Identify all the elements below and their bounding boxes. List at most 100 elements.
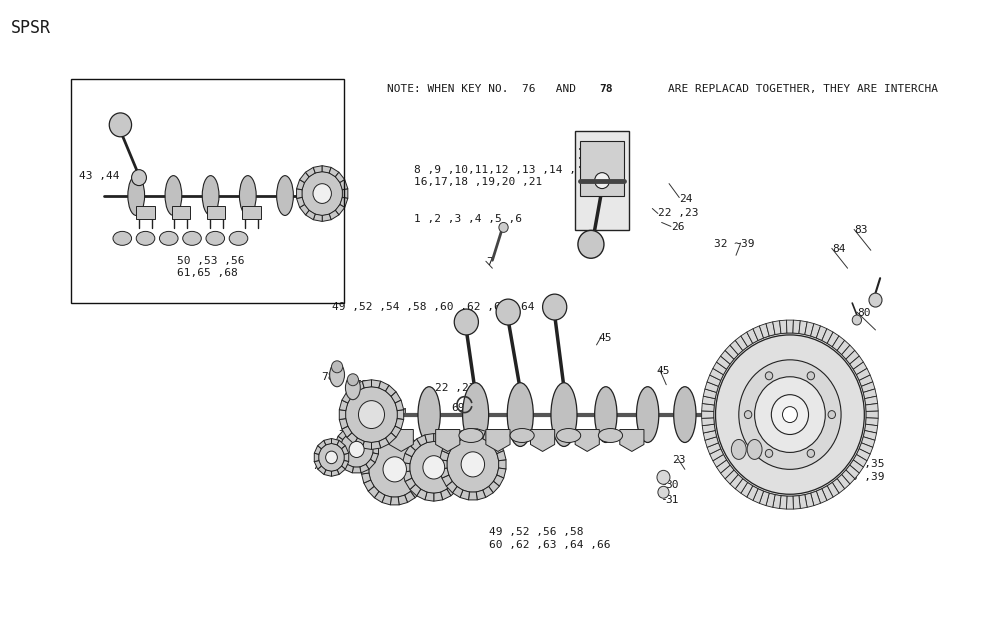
Polygon shape <box>741 483 753 497</box>
Polygon shape <box>313 214 322 221</box>
Circle shape <box>869 293 882 307</box>
Ellipse shape <box>459 429 483 442</box>
Polygon shape <box>703 396 716 405</box>
Polygon shape <box>318 466 326 474</box>
Polygon shape <box>390 434 399 442</box>
Polygon shape <box>747 329 758 344</box>
Circle shape <box>595 172 609 188</box>
Text: 8 ,9 ,10,11,12 ,13 ,14 ,15 ,: 8 ,9 ,10,11,12 ,13 ,14 ,15 , <box>414 165 604 175</box>
Polygon shape <box>841 470 855 484</box>
Polygon shape <box>776 424 787 442</box>
Polygon shape <box>420 465 428 474</box>
Polygon shape <box>817 488 826 503</box>
Polygon shape <box>861 382 875 392</box>
Bar <box>71 79 344 303</box>
Polygon shape <box>866 403 878 412</box>
Polygon shape <box>702 411 714 419</box>
Circle shape <box>318 444 345 471</box>
Text: 32 ,33 ,34 ,35: 32 ,33 ,34 ,35 <box>790 460 884 469</box>
Polygon shape <box>799 320 808 335</box>
Ellipse shape <box>113 231 132 246</box>
Polygon shape <box>354 381 364 391</box>
Polygon shape <box>805 493 814 508</box>
Polygon shape <box>713 362 726 375</box>
Ellipse shape <box>309 176 326 215</box>
Polygon shape <box>314 453 319 462</box>
Circle shape <box>369 442 421 497</box>
Circle shape <box>109 113 132 137</box>
Polygon shape <box>402 471 412 481</box>
Polygon shape <box>753 326 763 340</box>
Polygon shape <box>419 473 428 483</box>
Polygon shape <box>442 475 452 486</box>
Polygon shape <box>299 172 309 183</box>
Polygon shape <box>846 351 859 364</box>
Polygon shape <box>371 436 379 446</box>
Polygon shape <box>344 426 354 435</box>
Polygon shape <box>822 329 833 344</box>
Ellipse shape <box>276 176 293 215</box>
Ellipse shape <box>165 176 181 215</box>
Polygon shape <box>296 197 304 208</box>
Polygon shape <box>477 490 486 500</box>
Polygon shape <box>329 167 339 177</box>
Polygon shape <box>372 442 381 449</box>
Text: 78: 78 <box>600 84 612 94</box>
Polygon shape <box>299 204 309 215</box>
Polygon shape <box>460 429 470 438</box>
Polygon shape <box>373 445 379 454</box>
Polygon shape <box>375 492 385 503</box>
Polygon shape <box>799 495 808 508</box>
Polygon shape <box>363 442 372 449</box>
Circle shape <box>349 442 364 458</box>
Circle shape <box>658 487 669 498</box>
Text: 45: 45 <box>599 333 611 343</box>
Polygon shape <box>489 436 499 447</box>
Polygon shape <box>866 411 878 419</box>
Polygon shape <box>338 460 347 469</box>
Polygon shape <box>730 474 742 489</box>
Polygon shape <box>483 431 494 442</box>
Ellipse shape <box>510 429 534 442</box>
Circle shape <box>657 470 670 485</box>
Circle shape <box>744 411 752 419</box>
Circle shape <box>783 406 798 422</box>
Ellipse shape <box>240 176 257 215</box>
Polygon shape <box>735 336 747 351</box>
Polygon shape <box>385 433 396 444</box>
Text: 24: 24 <box>679 194 693 204</box>
Polygon shape <box>375 437 385 447</box>
Polygon shape <box>707 443 720 454</box>
Polygon shape <box>811 491 821 506</box>
Circle shape <box>828 411 835 419</box>
Polygon shape <box>441 435 451 445</box>
Polygon shape <box>335 436 343 446</box>
Circle shape <box>716 335 864 494</box>
Polygon shape <box>713 454 726 467</box>
Polygon shape <box>363 379 372 388</box>
Text: 76: 76 <box>354 379 368 390</box>
Polygon shape <box>335 445 340 454</box>
Ellipse shape <box>463 383 489 446</box>
Polygon shape <box>619 429 644 451</box>
Polygon shape <box>338 429 347 440</box>
Polygon shape <box>440 451 449 461</box>
Polygon shape <box>827 332 839 347</box>
Ellipse shape <box>595 387 617 442</box>
Text: 83: 83 <box>854 226 867 235</box>
Text: SPSR: SPSR <box>11 19 51 37</box>
Polygon shape <box>496 451 506 461</box>
Polygon shape <box>863 431 877 440</box>
Polygon shape <box>347 433 358 444</box>
Polygon shape <box>410 439 421 451</box>
Polygon shape <box>856 369 870 380</box>
Circle shape <box>454 309 479 335</box>
Polygon shape <box>296 188 302 199</box>
Polygon shape <box>329 210 339 220</box>
Polygon shape <box>335 172 345 183</box>
Polygon shape <box>379 438 389 448</box>
Polygon shape <box>716 356 730 369</box>
Polygon shape <box>859 375 873 387</box>
Polygon shape <box>405 478 415 490</box>
Polygon shape <box>342 188 348 199</box>
